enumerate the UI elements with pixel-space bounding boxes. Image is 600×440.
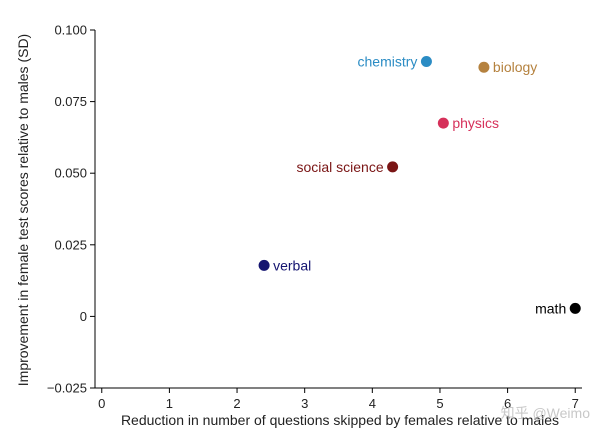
y-tick-label: 0.100 bbox=[54, 23, 87, 38]
data-point-math bbox=[569, 302, 581, 314]
x-tick-label: 3 bbox=[301, 396, 308, 411]
x-tick-label: 1 bbox=[166, 396, 173, 411]
point-label: social science bbox=[296, 159, 383, 175]
x-tick-label: 7 bbox=[572, 396, 579, 411]
x-tick-label: 4 bbox=[369, 396, 376, 411]
point-label: verbal bbox=[273, 257, 311, 273]
y-tick-label: 0.025 bbox=[54, 237, 87, 252]
x-ticks: 0 1 2 3 4 5 6 7 bbox=[98, 388, 579, 411]
y-ticks: −0.025 0 0.025 0.050 0.075 0.100 bbox=[47, 23, 95, 396]
data-point-physics bbox=[437, 117, 449, 129]
x-axis-title: Reduction in number of questions skipped… bbox=[121, 412, 559, 428]
data-point-verbal bbox=[258, 259, 270, 271]
point-label: math bbox=[535, 300, 566, 316]
data-point-biology bbox=[478, 61, 490, 73]
y-tick-label: 0 bbox=[80, 309, 87, 324]
point-label: chemistry bbox=[358, 54, 418, 70]
x-tick-label: 5 bbox=[436, 396, 443, 411]
watermark-text: 知乎 @Weimo bbox=[501, 405, 591, 421]
x-tick-label: 6 bbox=[504, 396, 511, 411]
y-tick-label: 0.075 bbox=[54, 94, 87, 109]
data-point-chemistry bbox=[420, 56, 432, 68]
x-tick-label: 0 bbox=[98, 396, 105, 411]
data-points: chemistry biology physics social science ver… bbox=[258, 54, 581, 316]
y-axis-title: Improvement in female test scores relati… bbox=[15, 34, 31, 386]
point-label: biology bbox=[493, 59, 537, 75]
data-point-social-science bbox=[387, 161, 399, 173]
x-tick-label: 2 bbox=[233, 396, 240, 411]
y-tick-label: −0.025 bbox=[47, 381, 87, 396]
y-tick-label: 0.050 bbox=[54, 166, 87, 181]
point-label: physics bbox=[452, 115, 499, 131]
